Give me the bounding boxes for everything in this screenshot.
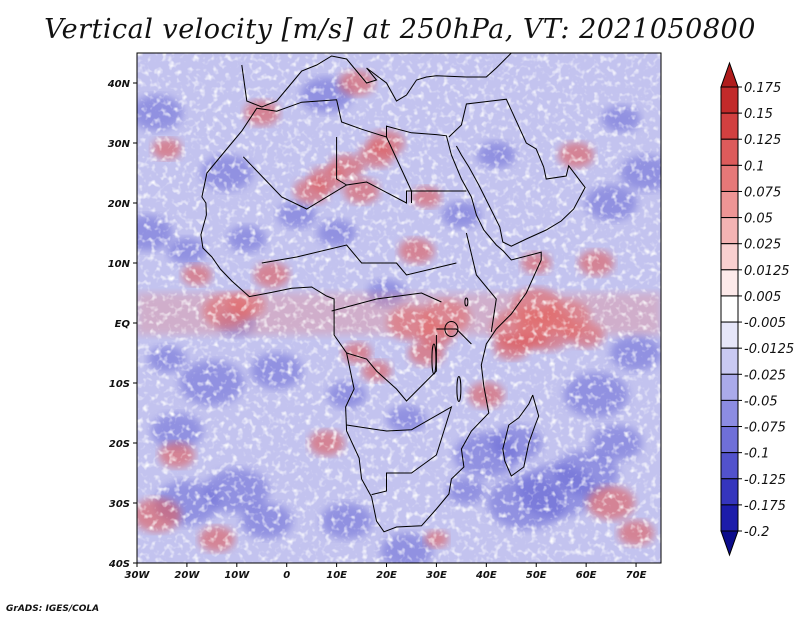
colorbar-level-label: -0.05 (744, 394, 778, 409)
colorbar-swatch (720, 373, 739, 401)
madagascar-coastline (502, 394, 540, 477)
lat-tick-label: 20S (109, 439, 130, 450)
map-plot-area (136, 52, 662, 564)
lon-tick-label: 50E (526, 570, 547, 581)
colorbar-swatch (720, 295, 739, 323)
lon-tick-label: 20W (174, 570, 200, 581)
lon-tick-label: 40E (475, 570, 497, 581)
chart-title: Vertical velocity [m/s] at 250hPa, VT: 2… (44, 14, 756, 45)
lat-tick-label: EQ (115, 319, 131, 330)
colorbar-swatch (720, 243, 739, 271)
country-border (346, 335, 437, 402)
colorbar-swatch (720, 478, 739, 506)
colorbar-level-label: 0.05 (744, 212, 773, 227)
lon-tick-label: 20E (376, 570, 397, 581)
colorbar-level-label: -0.1 (744, 447, 769, 462)
colorbar-min-arrow (720, 530, 739, 557)
country-border (386, 136, 412, 203)
longitude-axis: 30W 20W 10W 0 10E 20E 30E 40E 50E 60E 70E (125, 563, 647, 581)
colorbar-level-label: -0.075 (744, 421, 786, 436)
country-border (436, 328, 472, 345)
colorbar-swatch (720, 164, 739, 192)
colorbar-level-label: -0.025 (744, 368, 786, 383)
lon-tick-label: 0 (283, 570, 290, 581)
colorbar-level-label: 0.005 (744, 290, 781, 305)
lon-tick-label: 10E (326, 570, 347, 581)
lat-tick-label: 30S (109, 499, 130, 510)
lon-tick-label: 60E (576, 570, 597, 581)
lon-tick-label: 10W (224, 570, 250, 581)
lake-outline (456, 376, 462, 402)
colorbar-level-label: -0.2 (744, 525, 769, 540)
colorbar-level-label: 0.025 (744, 238, 781, 253)
colorbar-level-label: 0.1 (744, 159, 765, 174)
lake-outline (464, 297, 469, 307)
colorbar-swatch (720, 452, 739, 480)
software-credit: GrADS: IGES/COLA (6, 604, 100, 614)
lat-tick-label: 10S (109, 379, 130, 390)
colorbar-max-arrow (720, 61, 739, 88)
colorbar-swatch (720, 347, 739, 375)
latitude-axis: 40N 30N 20N 10N EQ 10S 20S 30S 40S (107, 79, 137, 570)
country-border (261, 244, 457, 276)
colorbar-swatch (720, 321, 739, 349)
colorbar-swatch (720, 86, 739, 114)
colorbar-level-label: 0.075 (744, 185, 781, 200)
colorbar-swatch (720, 504, 739, 532)
lat-tick-label: 40S (108, 559, 130, 570)
colorbar: 0.175 0.15 0.125 0.1 0.075 0.05 0.025 0.0125 0.0… (720, 61, 794, 557)
europe-coastline (241, 53, 512, 108)
country-border (242, 156, 467, 210)
colorbar-level-label: -0.005 (744, 316, 786, 331)
arabia-coastline (448, 98, 586, 247)
map-frame (136, 52, 662, 564)
lon-tick-label: 70E (626, 570, 647, 581)
country-border (465, 232, 497, 333)
colorbar-level-label: -0.0125 (744, 342, 794, 357)
lat-tick-label: 30N (108, 139, 131, 150)
colorbar-swatch (720, 399, 739, 428)
colorbar-swatch (720, 112, 739, 140)
lake-outline (444, 321, 459, 337)
colorbar-level-label: 0.125 (744, 133, 781, 148)
colorbar-swatch (720, 269, 739, 297)
colorbar-level-label: 0.0125 (744, 264, 790, 279)
lake-outline (431, 343, 437, 375)
colorbar-swatch (720, 138, 739, 166)
colorbar-swatch (720, 217, 739, 245)
colorbar-swatch (720, 426, 739, 454)
lat-tick-label: 40N (107, 79, 131, 90)
country-border (346, 405, 453, 496)
colorbar-level-label: -0.175 (744, 499, 786, 514)
coastlines (200, 53, 586, 533)
colorbar-level-label: 0.175 (744, 81, 781, 96)
africa-coastline (200, 99, 542, 533)
colorbar-swatch (720, 190, 739, 219)
lon-tick-label: 30E (426, 570, 447, 581)
colorbar-level-label: -0.125 (744, 473, 786, 488)
lon-tick-label: 30W (125, 570, 151, 581)
field-texture (137, 53, 661, 563)
lat-tick-label: 10N (108, 259, 131, 270)
lat-tick-label: 20N (108, 199, 131, 210)
colorbar-level-label: 0.15 (744, 107, 773, 122)
country-border (331, 292, 442, 312)
country-border (336, 137, 347, 186)
